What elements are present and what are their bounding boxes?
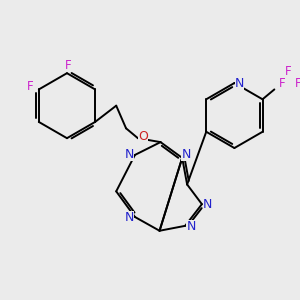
Text: N: N <box>182 148 191 161</box>
Text: F: F <box>27 80 33 93</box>
Text: F: F <box>64 59 71 72</box>
Text: F: F <box>295 77 300 90</box>
Text: F: F <box>279 77 286 90</box>
Text: F: F <box>285 65 292 78</box>
Text: N: N <box>203 198 212 211</box>
Text: N: N <box>124 148 134 161</box>
Text: O: O <box>138 130 148 143</box>
Text: N: N <box>124 212 134 224</box>
Text: N: N <box>186 220 196 233</box>
Text: N: N <box>235 76 244 89</box>
